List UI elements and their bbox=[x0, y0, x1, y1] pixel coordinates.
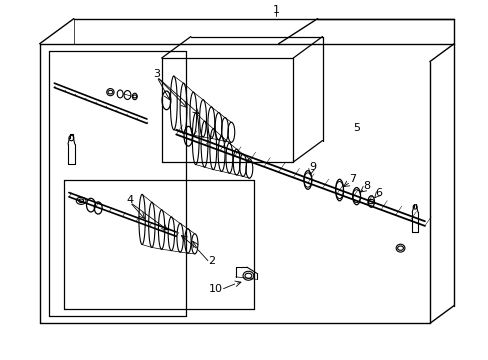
Text: 6: 6 bbox=[374, 188, 381, 198]
Text: 5: 5 bbox=[352, 123, 360, 133]
Text: 8: 8 bbox=[362, 181, 369, 191]
Text: 10: 10 bbox=[208, 284, 222, 294]
Text: 7: 7 bbox=[348, 174, 356, 184]
Text: 2: 2 bbox=[207, 256, 215, 266]
Text: 3: 3 bbox=[153, 69, 160, 79]
Text: 9: 9 bbox=[308, 162, 316, 172]
Text: 1: 1 bbox=[272, 5, 279, 15]
Text: 4: 4 bbox=[126, 195, 133, 205]
